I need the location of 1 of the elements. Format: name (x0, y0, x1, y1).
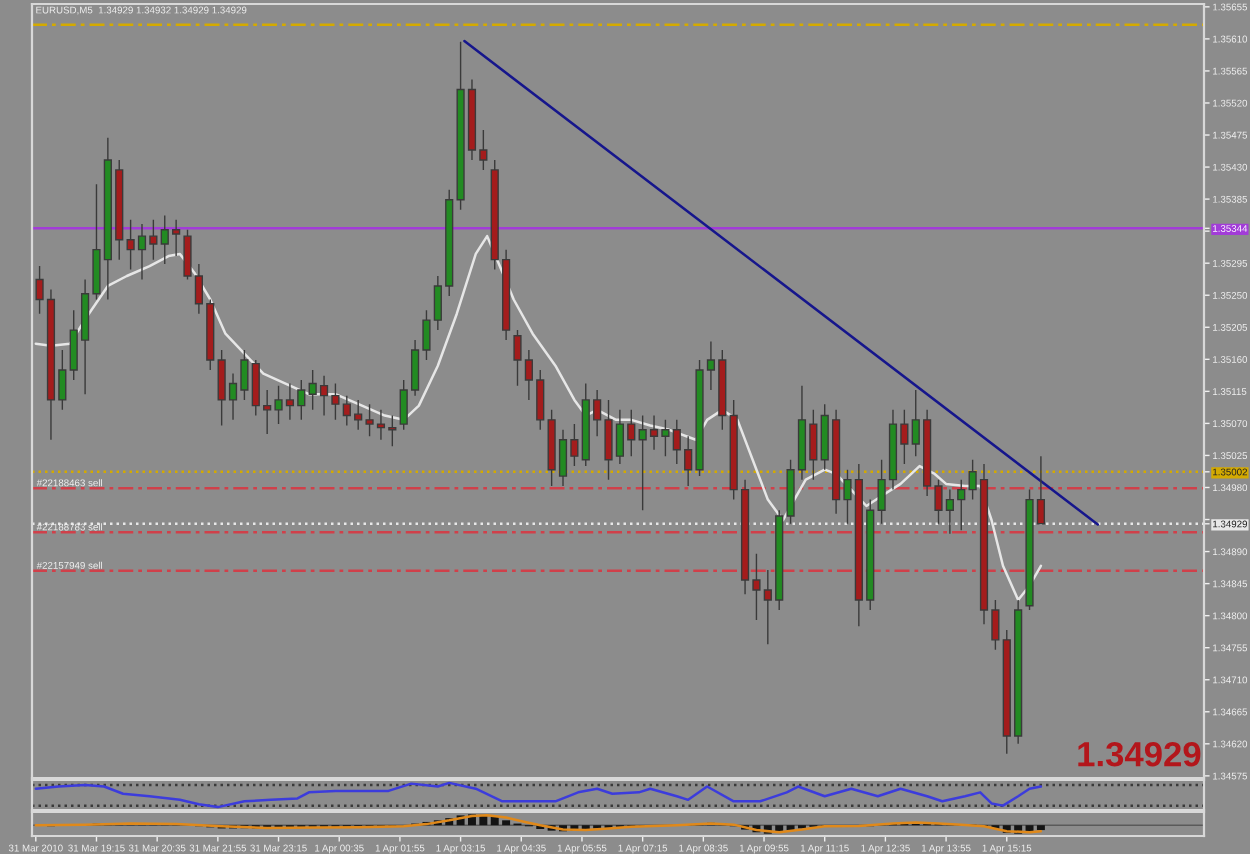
annotation: 1.34929 (1078, 741, 1201, 767)
